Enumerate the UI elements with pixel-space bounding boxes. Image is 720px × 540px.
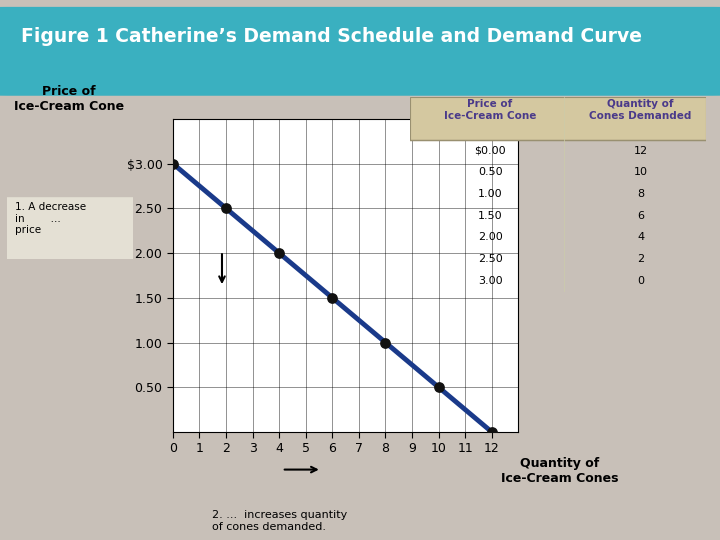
- FancyBboxPatch shape: [0, 8, 720, 95]
- Text: 6: 6: [637, 211, 644, 221]
- Text: 0: 0: [637, 276, 644, 286]
- Text: 1.50: 1.50: [478, 211, 503, 221]
- Text: Price of
Ice-Cream Cone: Price of Ice-Cream Cone: [444, 99, 536, 121]
- Text: 2.00: 2.00: [478, 232, 503, 242]
- Point: [327, 293, 338, 302]
- Text: Figure 1 Catherine’s Demand Schedule and Demand Curve: Figure 1 Catherine’s Demand Schedule and…: [22, 27, 642, 46]
- Point: [274, 249, 285, 258]
- Text: 4: 4: [637, 232, 644, 242]
- FancyBboxPatch shape: [410, 97, 706, 140]
- Text: 12: 12: [634, 146, 648, 156]
- Point: [220, 204, 232, 213]
- Text: 0.50: 0.50: [478, 167, 503, 178]
- Text: 2.50: 2.50: [478, 254, 503, 264]
- Point: [486, 428, 498, 436]
- Point: [167, 159, 179, 168]
- FancyBboxPatch shape: [5, 196, 135, 260]
- Text: 3.00: 3.00: [478, 276, 503, 286]
- Text: Quantity of
Ice-Cream Cones: Quantity of Ice-Cream Cones: [501, 457, 618, 485]
- Text: 8: 8: [637, 189, 644, 199]
- Text: $0.00: $0.00: [474, 146, 506, 156]
- Text: 2. ...  increases quantity
of cones demanded.: 2. ... increases quantity of cones deman…: [212, 510, 348, 532]
- Text: 2: 2: [637, 254, 644, 264]
- Text: Quantity of
Cones Demanded: Quantity of Cones Demanded: [590, 99, 692, 121]
- Text: 1. A decrease
in        ...
price: 1. A decrease in ... price: [14, 202, 86, 235]
- Point: [433, 383, 444, 391]
- Point: [379, 338, 391, 347]
- Text: 10: 10: [634, 167, 648, 178]
- Text: 1.00: 1.00: [478, 189, 503, 199]
- Text: Price of
Ice-Cream Cone: Price of Ice-Cream Cone: [14, 85, 124, 112]
